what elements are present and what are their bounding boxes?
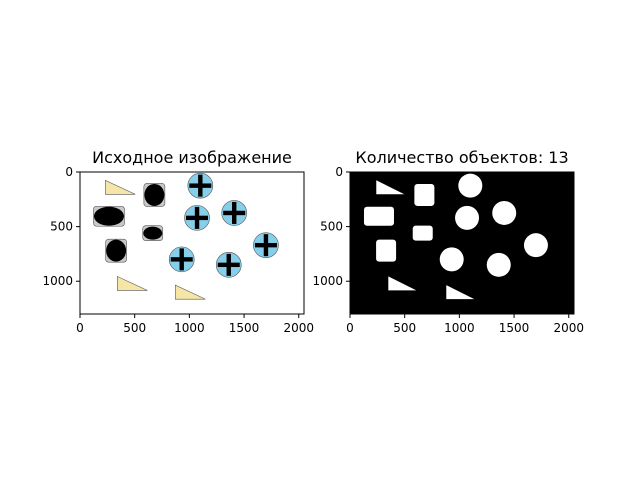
- y-tick-label: 500: [50, 220, 73, 234]
- object-plus_circle: [253, 232, 279, 258]
- object-triangle: [376, 180, 405, 195]
- object-mask: [455, 205, 480, 230]
- object-plus_circle: [439, 247, 464, 272]
- object-mask: [486, 252, 511, 277]
- x-tick-label: 1500: [499, 321, 530, 335]
- triangle-shape: [117, 275, 148, 291]
- object-plus_circle: [215, 252, 242, 278]
- object-rounded_square: [414, 183, 435, 206]
- object-plus_circle: [523, 233, 548, 258]
- plus-horizontal: [254, 242, 277, 248]
- ellipse-fill: [144, 183, 165, 206]
- object-triangle: [104, 179, 136, 195]
- x-tick-label: 1500: [229, 321, 260, 335]
- right-ticks: 0 500 1000 1500 2000 0 500 1000: [312, 165, 584, 335]
- object-triangle: [117, 275, 148, 291]
- plus-horizontal: [189, 183, 212, 188]
- object-plus_circle: [486, 252, 511, 277]
- ellipse-fill: [93, 206, 124, 226]
- triangle-shape: [174, 284, 206, 300]
- object-rounded_square: [143, 183, 166, 207]
- object-plus_circle: [458, 173, 483, 198]
- ellipse-fill: [106, 239, 127, 262]
- object-mask: [363, 206, 394, 226]
- object-triangle: [174, 284, 206, 300]
- y-tick-label: 0: [335, 165, 343, 179]
- x-tick-label: 1000: [174, 321, 205, 335]
- right-title: Количество объектов: 13: [355, 148, 568, 167]
- right-shapes: [363, 173, 548, 300]
- x-tick-label: 0: [346, 321, 354, 335]
- triangle-shape: [104, 179, 136, 195]
- object-rounded_square: [376, 239, 397, 262]
- x-tick-label: 0: [76, 321, 84, 335]
- x-tick-label: 2000: [283, 321, 314, 335]
- y-tick-label: 500: [320, 220, 343, 234]
- object-triangle: [446, 285, 475, 300]
- x-tick-label: 1000: [444, 321, 475, 335]
- object-mask: [492, 200, 517, 225]
- object-triangle: [388, 276, 417, 291]
- triangle-shape: [376, 180, 405, 195]
- y-tick-label: 1000: [42, 274, 73, 288]
- object-mask: [376, 239, 397, 262]
- y-tick-label: 1000: [312, 274, 343, 288]
- object-mask: [412, 225, 433, 241]
- plus-horizontal: [186, 215, 209, 221]
- object-plus_circle: [187, 172, 214, 199]
- object-rounded_square_small: [142, 225, 164, 241]
- object-rounded_square: [105, 238, 127, 263]
- triangle-shape: [446, 285, 475, 300]
- x-tick-label: 2000: [553, 321, 584, 335]
- plus-horizontal: [170, 257, 193, 262]
- left-shapes: [93, 172, 279, 300]
- object-mask: [414, 183, 435, 206]
- x-tick-label: 500: [393, 321, 416, 335]
- object-plus_circle: [492, 200, 517, 225]
- object-plus_circle: [168, 246, 195, 273]
- object-rounded_rect: [93, 205, 125, 227]
- x-tick-label: 500: [123, 321, 146, 335]
- object-rounded_rect: [363, 206, 394, 226]
- left-ticks: 0 500 1000 1500 2000 0 500 1000: [42, 165, 314, 335]
- object-rounded_square_small: [412, 225, 433, 241]
- object-mask: [523, 233, 548, 258]
- left-panel: Исходное изображение 0 500 1000 1500 2000 0 50…: [42, 148, 314, 335]
- plus-horizontal: [217, 262, 240, 268]
- object-mask: [458, 173, 483, 198]
- y-tick-label: 0: [65, 165, 73, 179]
- left-title: Исходное изображение: [92, 148, 292, 167]
- object-plus_circle: [221, 200, 248, 226]
- triangle-shape: [388, 276, 417, 291]
- object-mask: [439, 247, 464, 272]
- right-panel: Количество объектов: 13 0 500 1000 1500 2000…: [312, 148, 584, 335]
- plus-horizontal: [223, 210, 246, 216]
- ellipse-fill: [143, 226, 163, 240]
- object-plus_circle: [455, 205, 480, 230]
- object-plus_circle: [184, 205, 210, 231]
